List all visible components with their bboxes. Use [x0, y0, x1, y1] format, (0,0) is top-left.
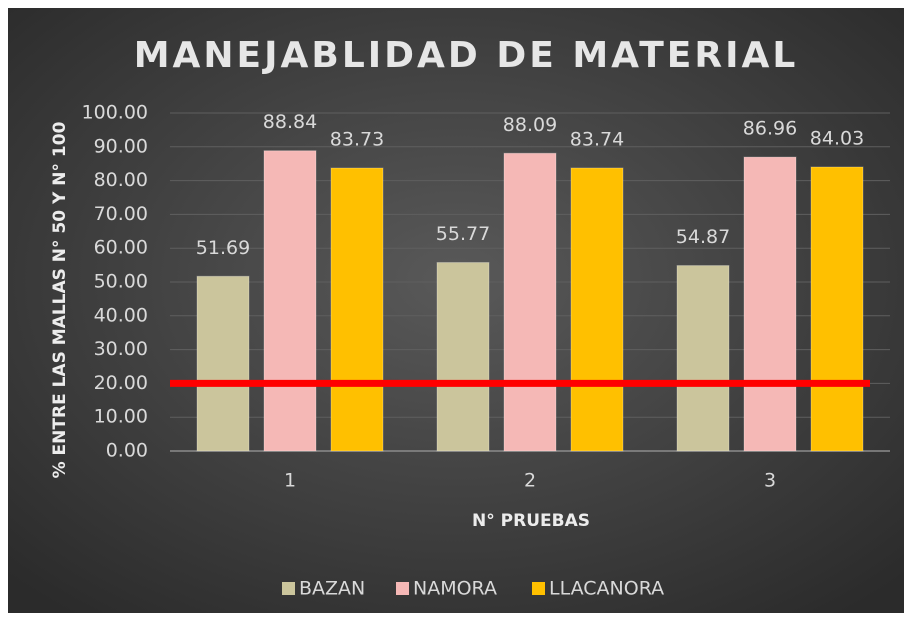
- y-tick-label: 40.00: [94, 304, 148, 326]
- data-label: 86.96: [743, 118, 797, 140]
- y-tick-label: 0.00: [106, 440, 148, 462]
- data-label: 51.69: [196, 237, 250, 259]
- y-tick-label: 50.00: [94, 271, 148, 293]
- y-tick-label: 70.00: [94, 203, 148, 225]
- legend-label: NAMORA: [413, 578, 497, 600]
- bar: [196, 275, 250, 452]
- y-tick-label: 80.00: [94, 169, 148, 191]
- legend-swatch: [282, 582, 295, 595]
- x-tick-label: 3: [764, 470, 776, 492]
- y-tick-label: 30.00: [94, 338, 148, 360]
- bar: [570, 167, 624, 452]
- x-tick-label: 2: [524, 470, 536, 492]
- y-tick-label: 20.00: [94, 372, 148, 394]
- y-tick-label: 10.00: [94, 406, 148, 428]
- bar: [503, 152, 557, 452]
- legend-label: BAZAN: [299, 578, 365, 600]
- bar: [330, 167, 384, 452]
- y-tick-label: 90.00: [94, 135, 148, 157]
- bar: [436, 261, 490, 452]
- data-label: 54.87: [676, 226, 730, 248]
- x-axis-title: N° PRUEBAS: [472, 511, 590, 531]
- data-label: 88.09: [503, 114, 557, 136]
- legend-swatch: [396, 582, 409, 595]
- bar: [810, 166, 864, 452]
- data-label: 55.77: [436, 223, 490, 245]
- bar: [676, 265, 730, 452]
- bar: [263, 150, 317, 452]
- x-tick-label: 1: [284, 470, 296, 492]
- data-label: 83.74: [570, 128, 624, 150]
- chart-title: MANEJABLIDAD DE MATERIAL: [134, 35, 799, 76]
- data-label: 84.03: [810, 127, 864, 149]
- y-tick-label: 100.00: [82, 102, 148, 124]
- y-tick-label: 60.00: [94, 237, 148, 259]
- legend-label: LLACANORA: [549, 578, 664, 600]
- data-label: 88.84: [263, 111, 317, 133]
- bar: [743, 156, 797, 452]
- data-label: 83.73: [330, 128, 384, 150]
- y-axis-title: % ENTRE LAS MALLAS N° 50 Y N° 100: [50, 121, 70, 478]
- legend-swatch: [532, 582, 545, 595]
